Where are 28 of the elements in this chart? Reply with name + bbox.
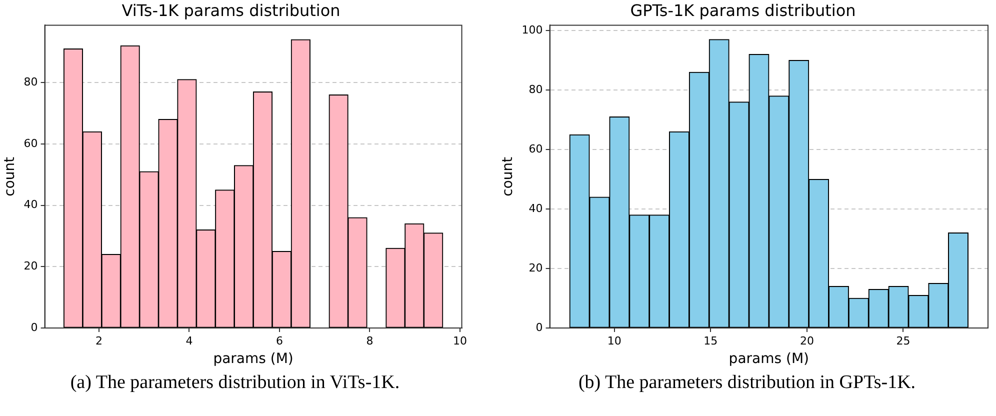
y-tick-label: 40 — [528, 202, 543, 215]
y-axis-title: count — [2, 156, 18, 196]
x-tick-label: 4 — [186, 334, 193, 348]
y-tick-label: 20 — [528, 261, 543, 274]
y-tick-label: 60 — [24, 136, 38, 150]
text: (b) The parameters distribution in GPTs-1K. — [577, 372, 917, 394]
x-tick-label: 6 — [276, 334, 283, 348]
y-tick-label: 100 — [522, 23, 543, 36]
y-tick-label: 80 — [24, 75, 38, 88]
x-tick-label: 2 — [95, 334, 102, 348]
x-axis-title: params (M) — [213, 351, 294, 368]
y-tick-label: 20 — [24, 260, 38, 272]
y-tick-label: 40 — [24, 198, 38, 212]
x-axis-title: params (M) — [728, 351, 809, 368]
x-tick-label: 10 — [452, 334, 467, 348]
chart-title: GPTs-1K params distribution — [630, 0, 856, 20]
x-tick-label: 20 — [800, 334, 814, 348]
y-tick-label: 80 — [528, 82, 543, 96]
y-axis-title: count — [500, 156, 516, 196]
x-tick-label: 10 — [607, 334, 622, 348]
y-tick-label: 60 — [528, 142, 543, 156]
x-tick-label: 8 — [366, 334, 374, 348]
y-tick-label: 0 — [536, 320, 543, 334]
x-tick-label: 15 — [704, 334, 718, 348]
y-tick-label: 0 — [30, 320, 38, 334]
chart-title: ViTs-1K params distribution — [122, 0, 340, 20]
x-tick-label: 25 — [896, 334, 910, 348]
text: (a) The parameters distribution in ViTs-1K. — [69, 372, 401, 394]
